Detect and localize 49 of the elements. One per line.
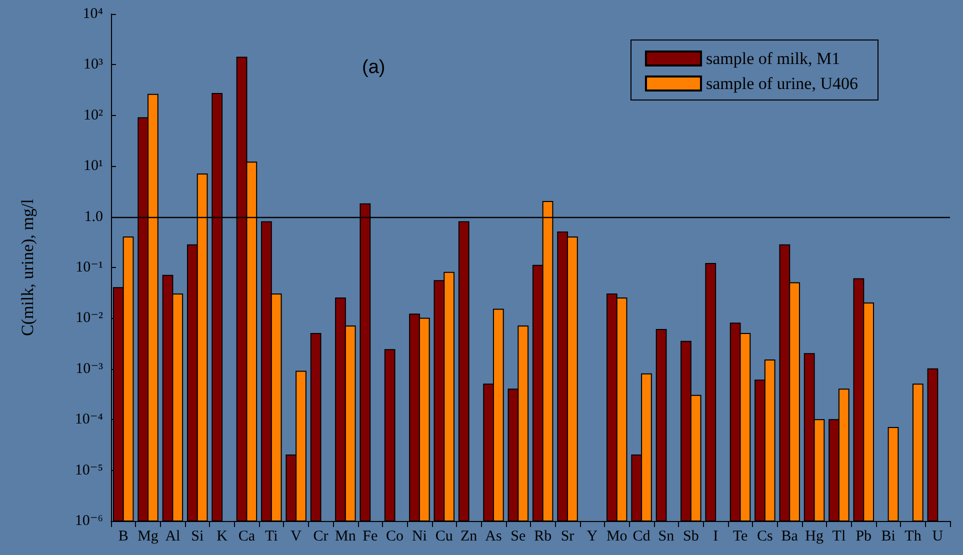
x-tick-label: Rb <box>534 528 552 544</box>
x-tick-label: I <box>713 528 718 544</box>
x-tick-label: V <box>290 528 302 544</box>
x-tick-label: Cr <box>313 528 328 544</box>
legend-label: sample of milk, M1 <box>706 49 840 68</box>
annotation: (a) <box>362 57 386 78</box>
x-tick-label: Ti <box>264 528 278 544</box>
x-tick-label: Y <box>586 528 598 544</box>
x-tick-label: B <box>118 528 128 544</box>
x-tick-label: Sn <box>658 528 675 544</box>
x-tick-label: Ca <box>238 528 256 544</box>
x-tick-label: Tl <box>832 528 846 544</box>
y-tick-label: 10⁻⁴ <box>74 412 103 428</box>
x-tick-label: Th <box>904 528 922 544</box>
y-tick-label: 1.0 <box>84 208 103 225</box>
y-tick-label: 10⁻⁶ <box>74 513 103 529</box>
x-tick-label: Pb <box>856 528 872 544</box>
x-tick-label: Cu <box>435 528 454 544</box>
x-tick-label: Mg <box>138 528 159 544</box>
x-tick-label: Se <box>510 528 526 544</box>
x-tick-label: Ni <box>412 528 427 544</box>
x-tick-label: Hg <box>805 528 824 544</box>
y-tick-label: 10² <box>84 107 104 124</box>
x-tick-label: Mn <box>335 528 356 544</box>
x-tick-label: Al <box>165 528 180 544</box>
y-tick-label: 10⁻² <box>76 310 104 326</box>
x-tick-label: Cd <box>632 528 651 544</box>
y-tick-label: 10³ <box>84 56 104 73</box>
x-tick-label: Sb <box>682 528 699 544</box>
x-tick-label: Zn <box>460 528 478 544</box>
x-tick-label: K <box>216 528 228 544</box>
x-tick-label: As <box>485 528 502 544</box>
y-tick-label: 10⁻¹ <box>76 260 103 276</box>
x-tick-label: Si <box>191 528 204 544</box>
y-tick-label: 10⁻⁵ <box>74 462 103 478</box>
y-axis-title: C(milk, urine), mg/l <box>18 198 37 336</box>
y-tick-label: 10¹ <box>84 158 103 174</box>
x-tick-label: Fe <box>362 528 378 544</box>
x-tick-label: Ba <box>781 528 798 544</box>
y-tick-label: 10⁻³ <box>76 360 104 377</box>
x-tick-label: Sr <box>560 528 574 544</box>
x-tick-label: Mo <box>606 528 628 544</box>
x-tick-label: U <box>932 528 944 544</box>
x-tick-label: Te <box>732 528 748 544</box>
x-tick-label: Bi <box>881 528 896 544</box>
legend-label: sample of urine, U406 <box>706 74 858 93</box>
x-tick-label: Co <box>386 528 404 544</box>
x-tick-label: Cs <box>757 528 774 544</box>
y-tick-label: 10⁴ <box>82 6 103 22</box>
